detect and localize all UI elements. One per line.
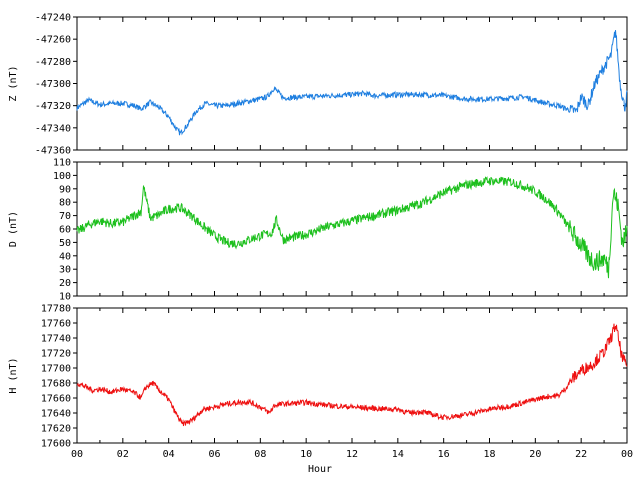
y-tick-label: -47280 bbox=[35, 57, 71, 68]
x-tick-label: 04 bbox=[163, 449, 175, 460]
y-tick-label: 17680 bbox=[41, 379, 71, 390]
y-tick-label: 40 bbox=[59, 251, 71, 262]
y-tick-label: 17760 bbox=[41, 319, 71, 330]
x-tick-label: 00 bbox=[71, 449, 83, 460]
y-tick-label: 20 bbox=[59, 278, 71, 289]
y-axis-label: Z (nT) bbox=[8, 65, 19, 101]
z-panel: -47240 -47260 -47280 -47300 -47320 -47340 -473… bbox=[8, 13, 628, 157]
y-tick-label: -47340 bbox=[35, 123, 71, 134]
x-tick-label: 10 bbox=[300, 449, 312, 460]
x-tick-label: 18 bbox=[483, 449, 495, 460]
series-line bbox=[76, 323, 628, 427]
y-tick-label: 70 bbox=[59, 211, 71, 222]
x-tick-label: 00 bbox=[621, 449, 633, 460]
y-tick-label: 80 bbox=[59, 198, 71, 209]
x-tick-label: 02 bbox=[117, 449, 129, 460]
plot-frame bbox=[76, 16, 628, 151]
y-tick-label: -47300 bbox=[35, 79, 71, 90]
y-tick-label: 17620 bbox=[41, 424, 71, 435]
y-tick-label: 100 bbox=[53, 171, 71, 182]
d-panel: 110 100 90 80 70 60 50 40 30 20 10 D (nT) bbox=[8, 158, 628, 303]
y-tick-label: 17600 bbox=[41, 439, 71, 450]
x-tick-label: 06 bbox=[208, 449, 220, 460]
series-line bbox=[76, 30, 628, 136]
x-tick-label: 08 bbox=[254, 449, 266, 460]
y-tick-label: 17640 bbox=[41, 409, 71, 420]
y-tick-label: 17660 bbox=[41, 394, 71, 405]
series-line bbox=[76, 175, 628, 279]
y-tick-label: 60 bbox=[59, 225, 71, 236]
y-tick-label: 30 bbox=[59, 265, 71, 276]
y-axis-label: D (nT) bbox=[8, 211, 19, 247]
y-tick-label: 90 bbox=[59, 184, 71, 195]
y-tick-label: -47240 bbox=[35, 13, 71, 24]
y-tick-label: 17700 bbox=[41, 364, 71, 375]
plot-frame bbox=[76, 161, 628, 297]
y-tick-label: -47260 bbox=[35, 35, 71, 46]
x-tick-label: 20 bbox=[529, 449, 541, 460]
plot-frame bbox=[76, 307, 628, 444]
x-axis-label: Hour bbox=[308, 464, 332, 475]
y-tick-label: 17780 bbox=[41, 304, 71, 315]
y-tick-label: 10 bbox=[59, 292, 71, 303]
y-tick-label: 17720 bbox=[41, 349, 71, 360]
y-tick-label: 50 bbox=[59, 238, 71, 249]
y-tick-label: -47320 bbox=[35, 101, 71, 112]
h-panel: 17780 17760 17740 17720 17700 17680 17660 17640… bbox=[8, 304, 633, 461]
y-axis-label: H (nT) bbox=[8, 357, 19, 393]
y-tick-label: -47360 bbox=[35, 146, 71, 157]
x-tick-label: 14 bbox=[392, 449, 404, 460]
x-tick-label: 22 bbox=[575, 449, 587, 460]
y-tick-label: 110 bbox=[53, 158, 71, 169]
y-tick-label: 17740 bbox=[41, 334, 71, 345]
x-tick-label: 16 bbox=[438, 449, 450, 460]
x-tick-label: 12 bbox=[346, 449, 358, 460]
